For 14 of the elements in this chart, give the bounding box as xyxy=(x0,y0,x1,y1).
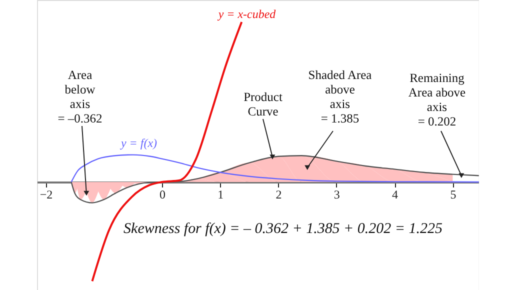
annotation: Area below axis = –0.362 xyxy=(58,68,102,126)
annotation: Shaded Area above axis = 1.385 xyxy=(308,68,372,126)
x-tick-label: 0 xyxy=(160,188,166,202)
annotation: y = f(x) xyxy=(120,136,158,150)
text: y = x-cubed xyxy=(217,7,277,21)
x-tick-label: −2 xyxy=(40,188,53,202)
annotation: Product Curve xyxy=(244,90,283,118)
x-tick-label: 3 xyxy=(334,188,340,202)
annotation: Skewness for f(x) = – 0.362 + 1.385 + 0.202 = 1.225 xyxy=(124,221,443,237)
x-tick-label: 4 xyxy=(392,188,398,202)
x-tick-label: 5 xyxy=(450,188,456,202)
x-tick-label: 1 xyxy=(218,188,224,202)
x-tick-label: 2 xyxy=(276,188,282,202)
annotation: Remaining Area above axis = 0.202 xyxy=(408,71,466,128)
